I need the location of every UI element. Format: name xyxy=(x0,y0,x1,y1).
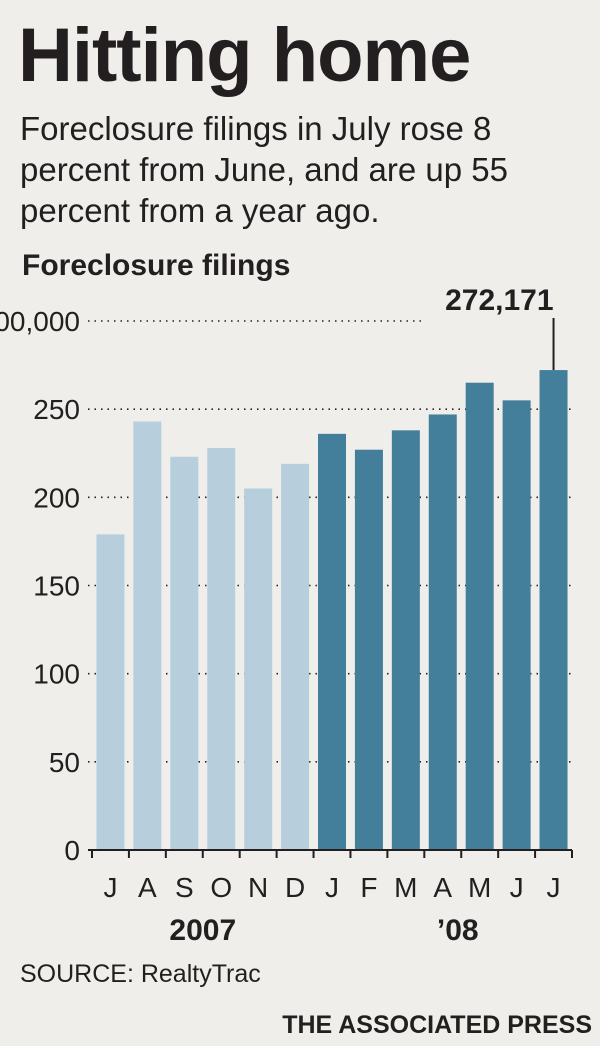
y-tick-label: 100 xyxy=(33,659,80,690)
bar xyxy=(133,421,162,850)
y-tick-label: 150 xyxy=(33,571,80,602)
bar xyxy=(170,456,199,850)
chart-title: Hitting home xyxy=(18,13,471,98)
bar xyxy=(428,414,457,850)
bar xyxy=(318,433,346,850)
axes xyxy=(88,318,573,858)
y-tick-label: 250 xyxy=(33,394,80,425)
year-label: ’08 xyxy=(437,914,479,947)
bar xyxy=(391,430,420,850)
bar xyxy=(354,449,383,850)
bar xyxy=(281,463,310,850)
x-tick-label: S xyxy=(175,872,194,903)
x-tick-label: A xyxy=(138,872,157,903)
bar xyxy=(207,447,236,850)
x-tick-label: J xyxy=(547,872,561,903)
x-tick-label: M xyxy=(394,872,417,903)
credit-line: THE ASSOCIATED PRESS xyxy=(282,1011,592,1039)
y-tick-label: 300,000 xyxy=(0,306,80,337)
x-tick-label: N xyxy=(248,872,268,903)
x-tick-label: J xyxy=(103,872,117,903)
x-tick-label: F xyxy=(360,872,377,903)
y-axis-label: Foreclosure filings xyxy=(22,249,291,282)
x-tick-label: J xyxy=(510,872,524,903)
x-tick-label: D xyxy=(285,872,305,903)
bar xyxy=(96,534,125,850)
y-tick-label: 200 xyxy=(33,482,80,513)
x-tick-label: M xyxy=(468,872,491,903)
callout-value: 272,171 xyxy=(445,284,553,317)
y-tick-label: 50 xyxy=(49,747,80,778)
chart-subtitle: Foreclosure filings in July rose 8 perce… xyxy=(20,110,508,229)
year-label: 2007 xyxy=(169,914,236,947)
labels: 050100150200250300,000JASONDJFMAMJJ2007’… xyxy=(0,284,561,947)
bars xyxy=(96,370,568,850)
bar xyxy=(539,370,568,850)
bar xyxy=(465,382,494,850)
x-tick-label: O xyxy=(210,872,232,903)
x-tick-label: J xyxy=(325,872,339,903)
source-note: SOURCE: RealtyTrac xyxy=(20,960,261,988)
bar xyxy=(244,488,273,850)
y-tick-label: 0 xyxy=(64,835,80,866)
bar xyxy=(502,400,531,850)
x-tick-label: A xyxy=(433,872,452,903)
